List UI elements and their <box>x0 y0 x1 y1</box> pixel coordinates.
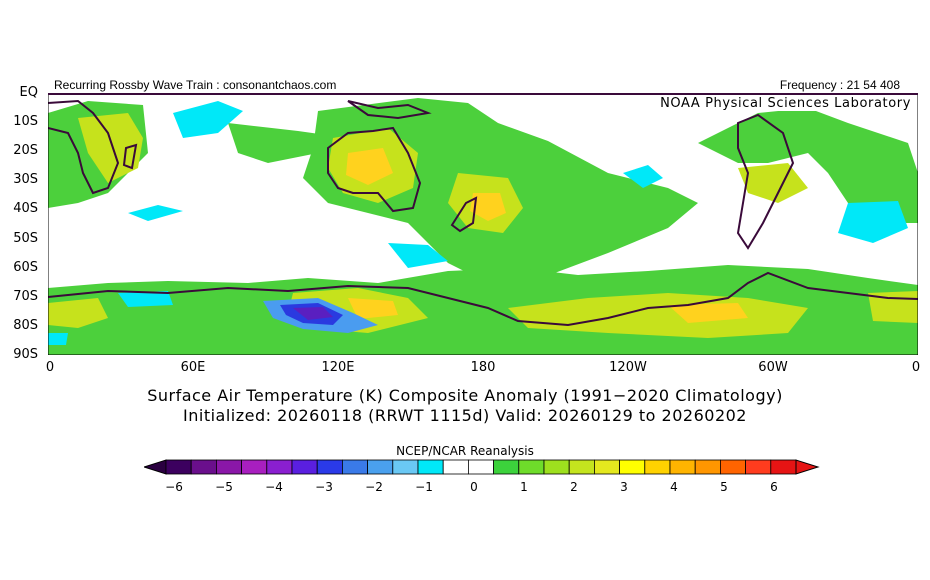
colorbar-over-arrow <box>795 459 820 475</box>
colorbar <box>144 459 820 475</box>
lab-label: NOAA Physical Sciences Laboratory <box>658 96 913 111</box>
colorbar-swatch <box>341 459 368 475</box>
colorbar-tick-label: 2 <box>570 480 578 494</box>
header-right-text: Frequency : 21 54 408 <box>779 78 900 92</box>
chart-title-line2: Initialized: 20260118 (RRWT 1115d) Valid… <box>183 406 747 425</box>
colorbar-swatch <box>644 459 671 475</box>
longitude-label: 60W <box>758 360 788 375</box>
colorbar-swatch <box>241 459 268 475</box>
colorbar-under-arrow <box>144 459 167 475</box>
colorbar-swatch <box>669 459 696 475</box>
colorbar-swatch <box>720 459 747 475</box>
africa-coast <box>48 99 120 195</box>
colorbar-tick-label: 0 <box>470 480 478 494</box>
latitude-label: 80S <box>13 317 38 333</box>
new-zealand-coast <box>450 196 478 233</box>
madagascar-coast <box>122 143 138 170</box>
colorbar-label: NCEP/NCAR Reanalysis <box>396 444 534 458</box>
antarctica-coast <box>48 271 918 327</box>
colorbar-tick-label: 1 <box>520 480 528 494</box>
colorbar-swatch <box>216 459 243 475</box>
colorbar-swatch <box>770 459 797 475</box>
colorbar-swatch <box>417 459 444 475</box>
indonesia-coast <box>347 100 432 120</box>
latitude-label: 30S <box>13 172 38 188</box>
colorbar-tick-label: −5 <box>215 480 233 494</box>
colorbar-swatch <box>619 459 646 475</box>
latitude-label: 60S <box>13 259 38 275</box>
colorbar-swatch <box>190 459 217 475</box>
australia-coast <box>327 126 422 213</box>
longitude-label: 120E <box>321 360 355 375</box>
colorbar-swatch <box>467 459 494 475</box>
colorbar-swatch <box>291 459 318 475</box>
colorbar-swatch <box>165 459 192 475</box>
longitude-label: 120W <box>609 360 647 375</box>
longitude-label: 0 <box>45 360 55 375</box>
latitude-label: EQ <box>19 85 38 100</box>
colorbar-swatch <box>593 459 620 475</box>
chart-title-line1: Surface Air Temperature (K) Composite An… <box>147 386 783 405</box>
latitude-label: 90S <box>13 347 38 362</box>
colorbar-tick-label: −2 <box>365 480 383 494</box>
colorbar-swatch <box>266 459 293 475</box>
colorbar-tick-label: −6 <box>165 480 183 494</box>
colorbar-swatch <box>493 459 520 475</box>
latitude-label: 20S <box>13 143 38 159</box>
colorbar-tick-label: 5 <box>720 480 728 494</box>
colorbar-swatch <box>694 459 721 475</box>
colorbar-tick-label: 6 <box>770 480 778 494</box>
latitude-label: 40S <box>13 201 38 217</box>
coastlines <box>48 99 918 327</box>
longitude-label: 0 <box>911 360 921 375</box>
colorbar-tick-label: 3 <box>620 480 628 494</box>
colorbar-swatch <box>392 459 419 475</box>
longitude-label: 180 <box>470 360 496 375</box>
anomaly-field-coldest <box>293 307 333 320</box>
colorbar-swatch <box>518 459 545 475</box>
anomaly-map <box>48 93 918 355</box>
colorbar-swatch <box>543 459 570 475</box>
colorbar-tick-label: −3 <box>315 480 333 494</box>
longitude-label: 60E <box>180 360 206 375</box>
colorbar-tick-label: −1 <box>415 480 433 494</box>
colorbar-tick-label: 4 <box>670 480 678 494</box>
anomaly-field-warm <box>346 148 748 323</box>
header-left-text: Recurring Rossby Wave Train : consonantc… <box>54 78 337 92</box>
colorbar-swatch <box>442 459 469 475</box>
latitude-label: 50S <box>13 230 38 246</box>
colorbar-swatch <box>316 459 343 475</box>
colorbar-tick-label: −4 <box>265 480 283 494</box>
latitude-label: 70S <box>13 288 38 304</box>
anomaly-field-cool <box>48 101 908 345</box>
colorbar-swatch <box>367 459 394 475</box>
colorbar-swatch <box>568 459 595 475</box>
colorbar-swatch <box>745 459 772 475</box>
south-america-coast <box>736 113 795 250</box>
latitude-label: 10S <box>13 114 38 130</box>
